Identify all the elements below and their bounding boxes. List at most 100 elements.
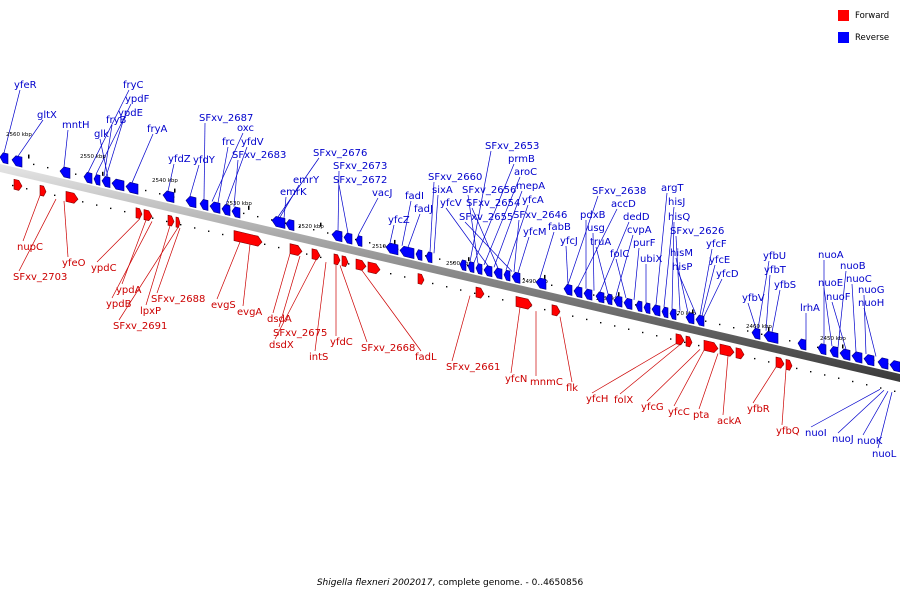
label-connector [677, 271, 697, 315]
dot-mark [320, 256, 322, 259]
reverse-gene-arrow [605, 293, 613, 306]
tick-mark [394, 239, 396, 244]
reverse-gene-arrow [535, 277, 547, 290]
dot-mark [502, 299, 504, 301]
reverse-gene-arrow [613, 295, 623, 308]
dot-mark [656, 335, 658, 337]
label-connector [510, 307, 521, 374]
dot-mark [838, 377, 840, 379]
label-connector [747, 302, 757, 329]
reverse-gene-label: yfcD [716, 269, 739, 280]
reverse-gene-label: emrK [280, 187, 307, 198]
reverse-gene-arrow [459, 259, 467, 272]
forward-gene-label: SFxv_2703 [13, 272, 67, 283]
dot-mark [180, 224, 182, 226]
dot-mark [866, 384, 868, 386]
label-connector [837, 390, 885, 434]
dot-mark [404, 276, 406, 278]
reverse-gene-label: fadJ [414, 204, 433, 215]
label-connector [121, 219, 147, 285]
dot-mark [614, 325, 616, 327]
dot-mark [159, 193, 161, 195]
dot-mark [313, 229, 315, 231]
reverse-gene-label: aroC [514, 167, 537, 178]
forward-gene-label: fadL [415, 352, 437, 363]
tick-label: 2520 kbp [298, 224, 324, 230]
dot-mark [390, 273, 392, 275]
reverse-gene-label: SFxv_2653 [485, 141, 539, 152]
dot-mark [810, 371, 812, 373]
reverse-gene-arrow [343, 232, 353, 245]
label-connector [96, 218, 141, 263]
dot-mark [425, 255, 427, 257]
reverse-gene-label: usg [587, 223, 605, 234]
forward-gene-label: ackA [717, 416, 741, 427]
label-connector [401, 200, 412, 246]
reverse-gene-arrow [797, 338, 807, 351]
reverse-gene-label: yfeR [14, 80, 37, 91]
label-connector [389, 224, 395, 244]
reverse-gene-label: SFxv_2672 [333, 175, 387, 186]
reverse-gene-label: SFxv_2626 [670, 226, 724, 237]
forward-gene-label: ypdB [106, 299, 132, 310]
label-connector [577, 208, 618, 288]
dot-mark [82, 201, 84, 203]
dot-mark [432, 282, 434, 285]
tick-mark [618, 292, 620, 297]
label-connector [274, 259, 317, 340]
label-connector [189, 164, 200, 197]
legend-label-forward: Forward [855, 10, 890, 21]
label-connector [87, 89, 130, 173]
label-connector [216, 241, 241, 300]
dot-mark [733, 327, 735, 329]
tick-mark [842, 344, 844, 349]
reverse-gene-label: SFxv_2660 [428, 172, 482, 183]
dot-mark [285, 222, 287, 224]
label-connector [837, 270, 847, 348]
dot-mark [47, 166, 49, 169]
label-connector [671, 221, 675, 309]
forward-gene-label: yfeO [62, 258, 86, 269]
dot-mark [628, 328, 630, 330]
label-connector [646, 349, 701, 402]
label-connector [145, 225, 171, 306]
label-connector [591, 343, 677, 394]
dot-mark [705, 320, 707, 322]
tick-label: 2450 kbp [820, 336, 846, 342]
dot-mark [670, 338, 672, 340]
reverse-gene-label: yfdZ [168, 154, 191, 165]
dot-mark [600, 322, 602, 324]
reverse-gene-arrow [221, 204, 231, 217]
reverse-gene-label: gltX [37, 110, 57, 121]
reverse-gene-arrow [751, 327, 761, 340]
forward-gene-arrow [475, 286, 485, 299]
reverse-gene-arrow [355, 235, 363, 247]
caption-range: , complete genome. - 0..4650856 [432, 578, 584, 588]
reverse-gene-arrow [503, 269, 511, 282]
reverse-gene-label: ypdF [125, 94, 150, 105]
label-connectors [3, 89, 893, 449]
reverse-gene-label: folC [610, 249, 629, 260]
reverse-gene-label: fryA [147, 124, 168, 135]
dot-mark [54, 194, 56, 196]
reverse-gene-label: hisM [670, 248, 693, 259]
forward-gene-arrow [515, 296, 533, 310]
reverse-gene-label: nuoI [805, 428, 827, 439]
reverse-gene-arrow [863, 354, 875, 367]
label-connector [22, 195, 41, 242]
dot-mark [383, 245, 385, 247]
forward-gene-label: dsdX [269, 340, 294, 351]
dot-mark [26, 188, 28, 190]
forward-gene-label: pta [693, 410, 709, 421]
dot-mark [894, 390, 896, 392]
label-connector [703, 278, 723, 317]
reverse-gene-arrow [385, 242, 399, 256]
forward-gene-label: dsdA [267, 314, 292, 325]
reverse-gene-label: SFxv_2673 [333, 161, 387, 172]
reverse-gene-arrow [111, 178, 125, 192]
forward-gene-arrow [13, 178, 23, 191]
tick-label: 2470 kbp [670, 311, 696, 317]
dot-mark [586, 318, 588, 321]
reverse-gene-arrow [271, 216, 286, 229]
